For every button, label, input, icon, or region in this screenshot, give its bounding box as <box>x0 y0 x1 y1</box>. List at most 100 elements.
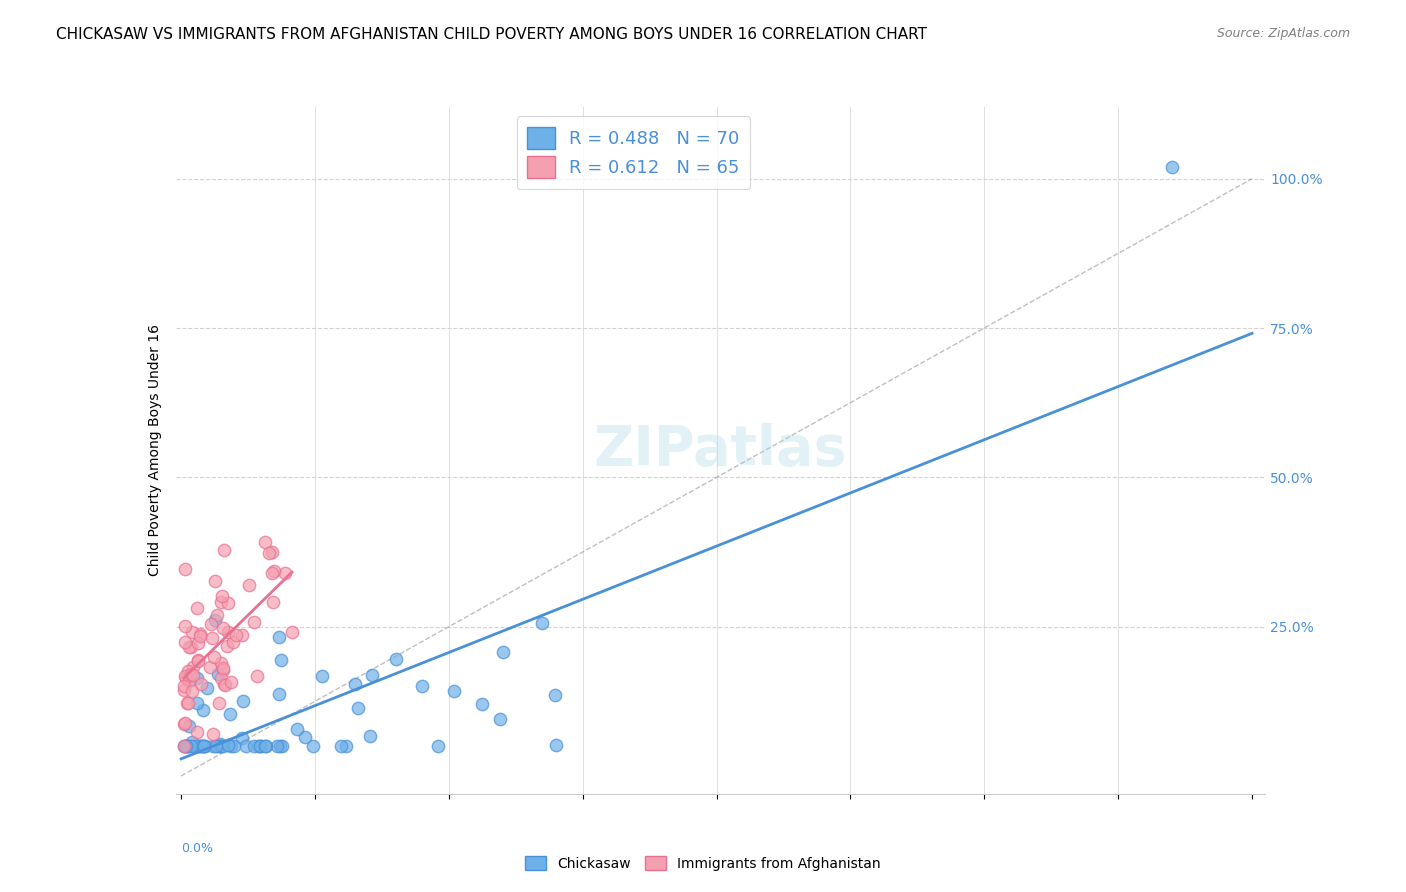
Point <box>262 595 284 609</box>
Point <box>262 545 284 559</box>
Point <box>186 725 208 739</box>
Point <box>204 613 226 627</box>
Point <box>343 677 366 691</box>
Point <box>209 671 232 685</box>
Point <box>347 701 370 715</box>
Point <box>174 672 197 686</box>
Point <box>174 619 197 633</box>
Point <box>302 739 325 753</box>
Point <box>217 596 239 610</box>
Point <box>217 738 239 752</box>
Point <box>212 621 235 635</box>
Point <box>311 669 333 683</box>
Point <box>174 716 197 731</box>
Point <box>209 595 232 609</box>
Point <box>201 631 224 645</box>
Point <box>249 739 271 753</box>
Point <box>249 739 271 753</box>
Point <box>188 739 211 753</box>
Point <box>294 730 316 744</box>
Point <box>174 669 197 683</box>
Point <box>235 739 257 753</box>
Y-axis label: Child Poverty Among Boys Under 16: Child Poverty Among Boys Under 16 <box>148 325 162 576</box>
Point <box>195 681 218 695</box>
Point <box>202 739 225 753</box>
Point <box>281 624 304 639</box>
Point <box>287 722 309 736</box>
Point <box>184 739 207 753</box>
Point <box>219 706 242 721</box>
Point <box>180 667 202 681</box>
Point <box>188 739 211 753</box>
Point <box>177 696 200 710</box>
Point <box>202 727 225 741</box>
Point <box>176 696 198 710</box>
Point <box>385 652 408 666</box>
Point <box>221 739 243 753</box>
Point <box>492 645 515 659</box>
Point <box>253 739 276 753</box>
Point <box>208 739 231 753</box>
Point <box>205 608 228 623</box>
Point <box>274 566 297 580</box>
Point <box>204 574 226 588</box>
Text: 0.0%: 0.0% <box>181 842 214 855</box>
Point <box>188 627 211 641</box>
Point <box>173 682 195 697</box>
Point <box>544 688 567 702</box>
Point <box>262 566 284 581</box>
Point <box>177 640 200 655</box>
Point <box>190 677 212 691</box>
Point <box>488 712 510 726</box>
Point <box>177 739 200 753</box>
Text: ZIPatlas: ZIPatlas <box>593 424 848 477</box>
Point <box>205 739 228 753</box>
Point <box>267 630 290 644</box>
Point <box>173 679 195 693</box>
Point <box>329 739 352 753</box>
Point <box>186 600 208 615</box>
Point <box>187 654 209 668</box>
Legend: R = 0.488   N = 70, R = 0.612   N = 65: R = 0.488 N = 70, R = 0.612 N = 65 <box>516 116 751 189</box>
Point <box>173 739 195 753</box>
Point <box>443 684 465 698</box>
Point <box>207 667 229 681</box>
Point <box>411 679 433 693</box>
Point <box>470 697 492 711</box>
Point <box>211 589 233 603</box>
Point <box>546 739 568 753</box>
Point <box>181 684 204 698</box>
Point <box>270 653 292 667</box>
Point <box>179 673 201 688</box>
Point <box>531 615 554 630</box>
Point <box>174 739 197 753</box>
Point <box>266 739 288 753</box>
Point <box>180 640 202 654</box>
Point <box>191 739 214 753</box>
Point <box>209 656 232 670</box>
Point <box>173 717 195 731</box>
Point <box>212 739 235 753</box>
Point <box>257 546 280 560</box>
Point <box>174 739 197 753</box>
Point <box>212 543 235 558</box>
Point <box>243 739 266 753</box>
Point <box>181 625 204 640</box>
Point <box>335 739 357 753</box>
Point <box>207 739 229 753</box>
Point <box>271 739 294 753</box>
Text: Source: ZipAtlas.com: Source: ZipAtlas.com <box>1216 27 1350 40</box>
Point <box>174 562 197 576</box>
Point <box>173 739 195 753</box>
Point <box>361 668 384 682</box>
Point <box>198 660 221 674</box>
Point <box>193 739 215 753</box>
Point <box>247 739 270 753</box>
Point <box>190 739 212 753</box>
Point <box>194 739 217 753</box>
Point <box>267 687 290 701</box>
Point <box>209 739 232 753</box>
Point <box>359 729 381 743</box>
Point <box>217 624 239 639</box>
Point <box>181 659 204 673</box>
